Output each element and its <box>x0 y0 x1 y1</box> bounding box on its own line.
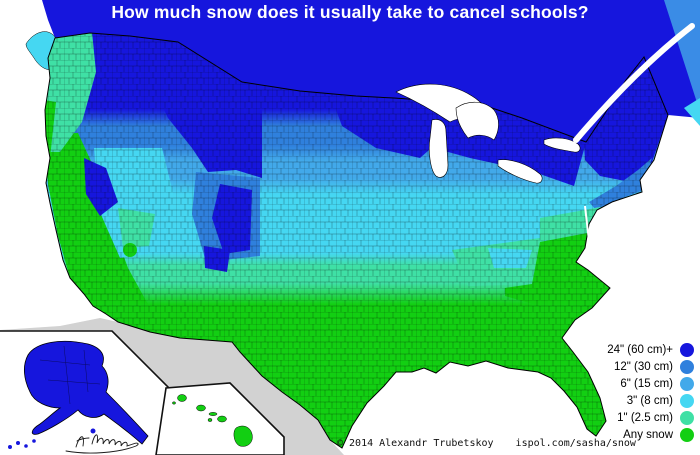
legend-label: 12" (30 cm) <box>613 361 673 373</box>
legend-dot <box>680 360 694 374</box>
legend-dot <box>680 411 694 425</box>
legend-label: Any snow <box>623 429 673 441</box>
kauai <box>177 394 187 402</box>
lanai <box>207 418 213 422</box>
alaska-borough-lines <box>39 345 101 405</box>
legend-row: 3" (8 cm) <box>607 394 694 408</box>
legend-row: 12" (30 cm) <box>607 360 694 374</box>
legend-dot <box>680 428 694 442</box>
st-lawrence-river <box>573 23 695 143</box>
legend-dot <box>680 377 694 391</box>
lake-erie <box>497 159 543 184</box>
credit-line: © 2014 Alexandr Trubetskoy ispol.com/sas… <box>337 438 636 449</box>
legend-row: 24" (60 cm)+ <box>607 343 694 357</box>
niihau <box>172 401 176 405</box>
legend-label: 1" (2.5 cm) <box>617 412 673 424</box>
legend-dot <box>680 343 694 357</box>
legend-row: 1" (2.5 cm) <box>607 411 694 425</box>
legend-row: Any snow <box>607 428 694 442</box>
lake-huron <box>455 101 499 141</box>
great-lakes <box>395 83 581 184</box>
alaska <box>24 340 149 445</box>
legend-label: 6" (15 cm) <box>620 378 673 390</box>
legend-row: 6" (15 cm) <box>607 377 694 391</box>
lake-michigan <box>428 119 449 178</box>
maui <box>217 415 227 423</box>
chesapeake-bay <box>584 205 591 251</box>
legend-dot <box>680 394 694 408</box>
big-island <box>233 425 253 447</box>
oahu <box>196 404 206 412</box>
legend: 24" (60 cm)+ 12" (30 cm) 6" (15 cm) 3" (… <box>607 343 694 442</box>
hawaii-islands <box>172 394 253 447</box>
lake-ontario <box>543 137 581 153</box>
copyright-text: © 2014 Alexandr Trubetskoy <box>337 438 494 449</box>
credit-website: ispol.com/sasha/snow <box>515 438 636 449</box>
legend-label: 24" (60 cm)+ <box>607 344 673 356</box>
legend-label: 3" (8 cm) <box>626 395 673 407</box>
canada-region <box>42 0 700 142</box>
signature <box>65 434 139 454</box>
page-title: How much snow does it usually take to ca… <box>111 2 589 22</box>
atlantic-band-light <box>684 98 700 126</box>
aleutian-islands <box>8 428 96 449</box>
molokai <box>208 412 218 416</box>
